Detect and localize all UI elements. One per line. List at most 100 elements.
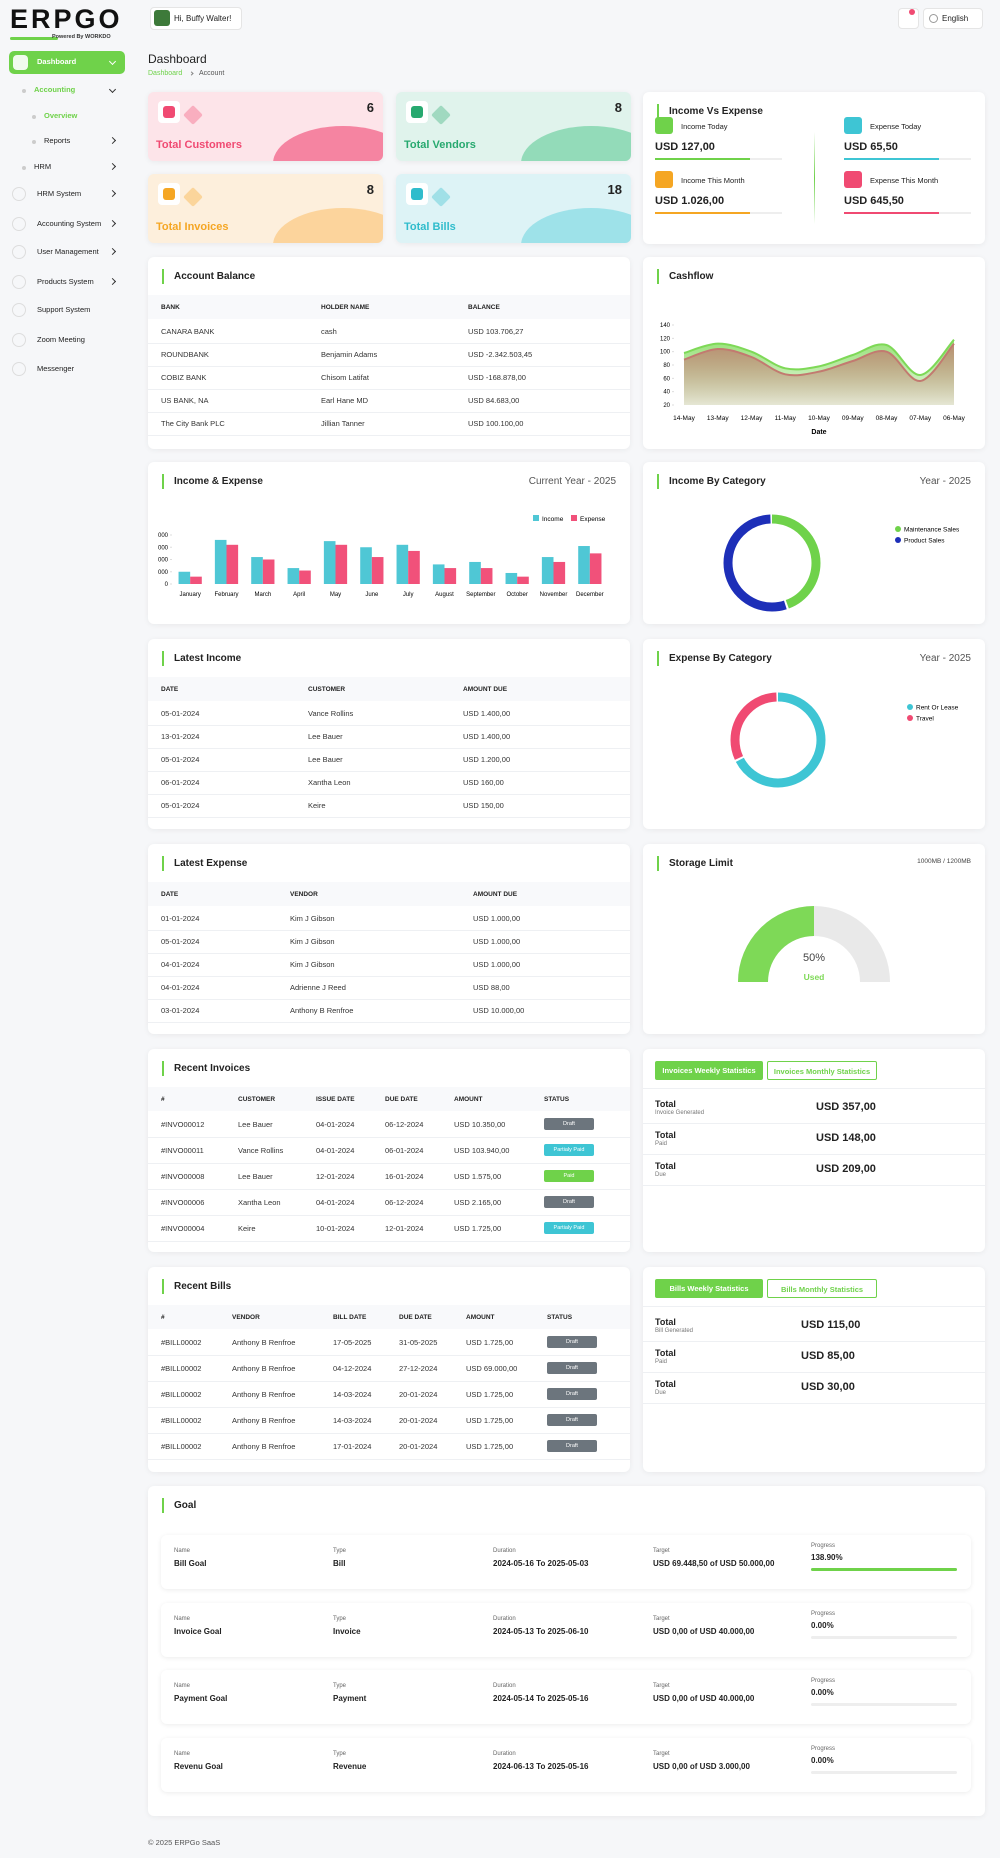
table-cell: USD 10.000,00	[473, 1006, 525, 1015]
item-bar	[844, 158, 971, 160]
table-cell: USD 84.683,00	[468, 396, 520, 405]
goal-progress-label: 0.00%	[811, 1755, 834, 1765]
bar	[335, 544, 348, 584]
breadcrumb-item: Dashboard	[148, 70, 183, 77]
y-tick-label: 120	[660, 336, 671, 342]
x-tick-label: 09-May	[842, 415, 864, 422]
table-cell: USD 88,00	[473, 983, 510, 992]
donut-segment	[730, 692, 826, 788]
menu-icon	[12, 362, 26, 376]
goal-field-value: Invoice Goal	[174, 1626, 222, 1636]
y-tick-label: 40	[663, 390, 670, 396]
table-cell: 31-05-2025	[399, 1338, 438, 1347]
item-label: Income This Month	[681, 176, 745, 185]
status-badge: Draft	[547, 1336, 597, 1348]
card-title: Income By Category	[657, 474, 766, 489]
user-chip[interactable]	[150, 7, 242, 30]
table-cell: 06-12-2024	[385, 1198, 424, 1207]
table-cell: cash	[321, 327, 337, 336]
menu-item[interactable]: Support System	[37, 305, 91, 314]
bar	[262, 559, 275, 584]
tab[interactable]: Bills Monthly Statistics	[767, 1279, 877, 1298]
table-cell: CANARA BANK	[161, 327, 215, 336]
table-cell: #INVO00008	[161, 1172, 205, 1181]
x-tick-label: February	[214, 592, 238, 598]
status-badge: Draft	[547, 1388, 597, 1400]
menu-item[interactable]: Dashboard	[37, 57, 77, 66]
stat-row-label: Total	[655, 1379, 676, 1389]
menu-item[interactable]: Accounting	[34, 85, 76, 94]
table-cell: #INVO00006	[161, 1198, 205, 1207]
goal-field-label: Progress	[811, 1745, 836, 1752]
goal-item: Name Revenu Goal Type Revenue Duration 2024-0…	[161, 1737, 971, 1792]
stat-value: 8	[366, 182, 374, 197]
table-cell: COBIZ BANK	[161, 373, 207, 382]
row-separator	[643, 1341, 985, 1342]
goal-field-value: Revenue	[333, 1761, 367, 1771]
x-tick-label: 12-May	[741, 415, 763, 422]
table-cell: 20-01-2024	[399, 1390, 438, 1399]
x-tick-label: August	[435, 592, 454, 598]
goal-field-value: Invoice	[333, 1626, 361, 1636]
stat-value: 18	[607, 182, 622, 197]
stat-row-sub: Due	[655, 1390, 667, 1396]
table-cell: 04-01-2024	[161, 960, 200, 969]
table-cell: 04-01-2024	[161, 983, 200, 992]
invoice-stats-card: Invoices Weekly Statistics Invoices Month…	[643, 1049, 985, 1252]
item-label: Income Today	[681, 122, 728, 131]
table-cell: USD 1.575,00	[454, 1172, 502, 1181]
menu-item[interactable]: HRM	[34, 162, 52, 171]
menu-item[interactable]: Zoom Meeting	[37, 335, 85, 344]
table-cell: 14-03-2024	[333, 1416, 372, 1425]
x-tick-label: March	[254, 592, 271, 598]
gauge-value-label: 50%	[803, 952, 825, 964]
x-tick-label: 13-May	[707, 415, 729, 422]
goal-field-value: Bill Goal	[174, 1559, 207, 1568]
language: English	[942, 14, 969, 23]
table-cell: 05-01-2024	[161, 709, 200, 718]
menu-item[interactable]: Reports	[44, 136, 71, 145]
table-cell: Keire	[308, 801, 326, 810]
goal-field-label: Duration	[493, 1750, 516, 1757]
progress-track	[811, 1770, 957, 1774]
stat-icon-glyph	[411, 106, 423, 118]
x-axis-label: Date	[811, 429, 826, 436]
row-separator	[148, 1459, 630, 1460]
bar	[323, 541, 336, 584]
table-cell: Kim J Gibson	[290, 937, 335, 946]
gauge-label: Used	[804, 972, 825, 982]
goal-progress-label: 138.90%	[811, 1553, 843, 1562]
row-separator	[643, 1403, 985, 1404]
table-cell: Anthony B Renfroe	[232, 1390, 296, 1399]
column-header: AMOUNT DUE	[473, 891, 518, 898]
row-separator	[148, 1355, 630, 1356]
row-separator	[148, 342, 630, 344]
menu-item[interactable]: Accounting System	[37, 219, 102, 228]
goal-field-label: Type	[333, 1750, 347, 1757]
language-select[interactable]	[923, 8, 983, 29]
status-badge: Draft	[544, 1118, 594, 1130]
column-header: #	[161, 1314, 165, 1321]
table-cell: Jillian Tanner	[321, 419, 365, 428]
tab[interactable]: Invoices Monthly Statistics	[767, 1061, 877, 1080]
column-header: BILL DATE	[333, 1314, 367, 1321]
menu-item[interactable]: Messenger	[37, 364, 75, 373]
tab[interactable]: Bills Weekly Statistics	[655, 1279, 763, 1298]
card-title: Goal	[162, 1498, 196, 1513]
table-cell: 05-01-2024	[161, 755, 200, 764]
menu-item[interactable]: User Management	[37, 247, 99, 256]
menu-item[interactable]: HRM System	[37, 189, 82, 198]
legend-swatch	[907, 704, 913, 710]
table-cell: USD 1.000,00	[473, 960, 521, 969]
table-cell: Lee Bauer	[308, 755, 343, 764]
column-header: HOLDER NAME	[321, 304, 370, 311]
menu-item[interactable]: Overview	[44, 111, 78, 120]
goal-field-value: USD 0,00 of USD 40.000,00	[653, 1626, 755, 1636]
tab[interactable]: Invoices Weekly Statistics	[655, 1061, 763, 1080]
item-label: Expense Today	[870, 122, 922, 131]
stat-row-value: USD 357,00	[816, 1101, 876, 1113]
bar	[480, 568, 493, 584]
menu-item[interactable]: Products System	[37, 277, 94, 286]
row-separator	[148, 1189, 630, 1190]
